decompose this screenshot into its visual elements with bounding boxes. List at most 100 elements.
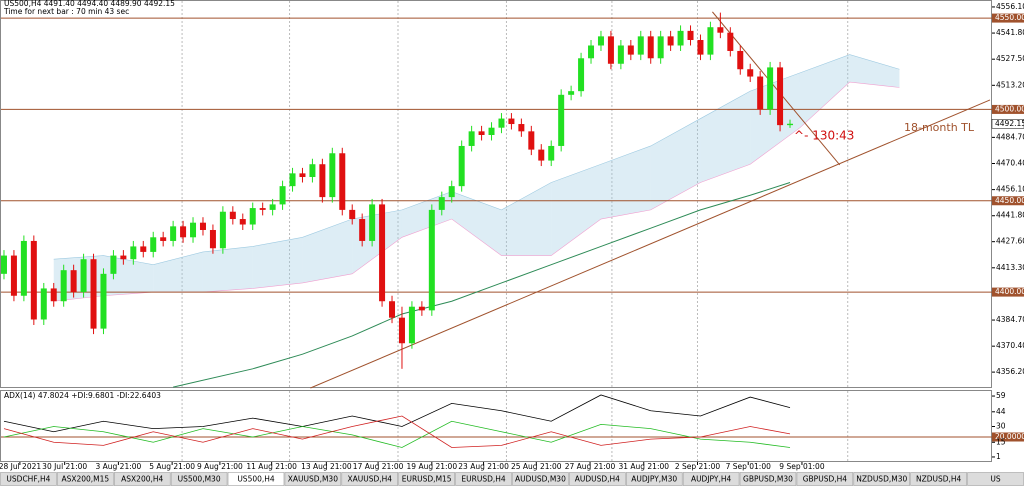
- cloud-segment: [302, 219, 353, 283]
- candle-body: [359, 219, 366, 241]
- candle-body: [777, 67, 784, 126]
- cloud-segment: [551, 164, 601, 256]
- x-tick-label: 11 Aug 21:00: [246, 462, 297, 471]
- tab-label[interactable]: AUDUSD,M30: [515, 475, 566, 484]
- candle-body: [20, 240, 27, 296]
- candle-body: [289, 173, 296, 187]
- tab-label[interactable]: XAUUSD,M30: [288, 475, 338, 484]
- candle-body: [637, 36, 644, 55]
- candle-body: [538, 149, 545, 161]
- indicator-tick-label: 59: [996, 391, 1006, 400]
- chart-subtitle: Time for next bar : 70 min 43 sec: [3, 7, 129, 16]
- tab-label[interactable]: GBPUSD,M30: [743, 475, 793, 484]
- indicator-level-label: 20.0000: [995, 432, 1024, 441]
- indicator-tick-label: 30: [996, 422, 1006, 431]
- x-tick-label: 25 Aug 21:00: [511, 462, 562, 471]
- candle-body: [558, 94, 565, 146]
- candle-body: [259, 208, 266, 210]
- x-tick-label: 28 Jul 2021: [0, 462, 41, 471]
- candle-body: [130, 246, 137, 260]
- candle-body: [488, 127, 495, 135]
- x-tick-label: 17 Aug 21:00: [353, 462, 404, 471]
- x-tick-label: 23 Aug 21:00: [458, 462, 509, 471]
- indicator-line: [3, 394, 791, 433]
- tab-label[interactable]: NZDUSD,M30: [856, 475, 907, 484]
- x-tick-label: 7 Sep 01:00: [726, 462, 772, 471]
- candle-body: [518, 124, 525, 132]
- candle-body: [528, 131, 535, 150]
- y-tick-label: 4413.30: [996, 263, 1024, 272]
- tab-label[interactable]: ASX200,H4: [121, 475, 163, 484]
- candle-body: [418, 306, 425, 311]
- candle-body: [379, 204, 386, 302]
- candle-body: [90, 259, 97, 329]
- candle-body: [627, 45, 634, 55]
- candle-body: [398, 317, 405, 344]
- tab-label[interactable]: ASX200,M15: [61, 475, 109, 484]
- candle-body: [160, 237, 167, 241]
- tab-label[interactable]: US500,H4: [237, 475, 275, 484]
- tab-label[interactable]: USDCHF,H4: [6, 475, 50, 484]
- candle-body: [647, 36, 654, 59]
- candle-body: [369, 204, 376, 241]
- tab-label[interactable]: GBPUSD,H4: [803, 475, 848, 484]
- tab-label[interactable]: NZDUSD,H4: [916, 475, 962, 484]
- candle-body: [677, 30, 684, 46]
- tab-label[interactable]: US500,M30: [178, 475, 221, 484]
- indicator-line: [3, 415, 791, 448]
- indicator-tick-label: 1: [996, 452, 1001, 461]
- indicator-frame: [0, 390, 992, 462]
- last-price-box: [991, 119, 1024, 129]
- candle-body: [70, 270, 77, 293]
- candle-body: [767, 67, 774, 110]
- tab-label[interactable]: XAUUSD,H4: [347, 475, 392, 484]
- tab-label[interactable]: US: [990, 475, 1000, 484]
- tab-label[interactable]: EURUSD,M15: [402, 475, 452, 484]
- candle-body: [150, 237, 157, 252]
- indicator-title: ADX(14) 47.8024 +DI:9.6801 -DI:22.6403: [4, 391, 161, 400]
- candle-body: [309, 164, 316, 178]
- level-box: [992, 287, 1024, 297]
- candle-body: [667, 36, 674, 46]
- y-tick-label: 4527.50: [996, 54, 1024, 63]
- y-tick-label: 4427.60: [996, 237, 1024, 246]
- candle-body: [389, 301, 396, 318]
- y-tick-label: 4441.80: [996, 211, 1024, 220]
- candle-body: [508, 118, 515, 125]
- candle-body: [319, 164, 326, 198]
- candle-body: [578, 58, 585, 92]
- candle-body: [687, 30, 694, 41]
- cloud-segment: [252, 237, 303, 289]
- chart-title: US500,H4 4491.40 4494.40 4489.90 4492.15: [4, 0, 175, 8]
- candle-body: [349, 209, 356, 220]
- candle-body: [428, 209, 435, 311]
- moving-average: [173, 182, 791, 388]
- y-tick-label: 4484.70: [996, 132, 1024, 141]
- level-label: 4450.00: [995, 196, 1024, 205]
- candle-body: [219, 211, 226, 249]
- tab-label[interactable]: AUDJPY,M30: [631, 475, 677, 484]
- candle-body: [199, 222, 206, 230]
- candle-body: [279, 186, 286, 205]
- trendline-label: 18-month TL: [904, 121, 975, 134]
- cloud-segment: [650, 118, 701, 210]
- x-tick-label: 31 Aug 21:00: [618, 462, 669, 471]
- candle-body: [597, 36, 604, 46]
- y-tick-label: 4470.40: [996, 158, 1024, 167]
- candle-body: [468, 131, 475, 146]
- cloud-segment: [451, 191, 502, 256]
- candle-body: [80, 259, 87, 293]
- x-tick-label: 30 Jul 21:00: [42, 462, 87, 471]
- candle-body: [697, 40, 704, 55]
- candle-body: [0, 255, 7, 274]
- last-price-label: 4492.15: [995, 119, 1024, 128]
- tab-label[interactable]: AUDJPY,H4: [691, 475, 732, 484]
- candle-body: [60, 270, 67, 302]
- candle-body: [329, 153, 336, 198]
- candle-body: [209, 229, 216, 249]
- x-tick-label: 2 Sep 21:00: [675, 462, 721, 471]
- tab-label[interactable]: AUDUSD,H4: [575, 475, 620, 484]
- tab-label[interactable]: EURUSD,H4: [461, 475, 505, 484]
- candle-body: [30, 240, 37, 320]
